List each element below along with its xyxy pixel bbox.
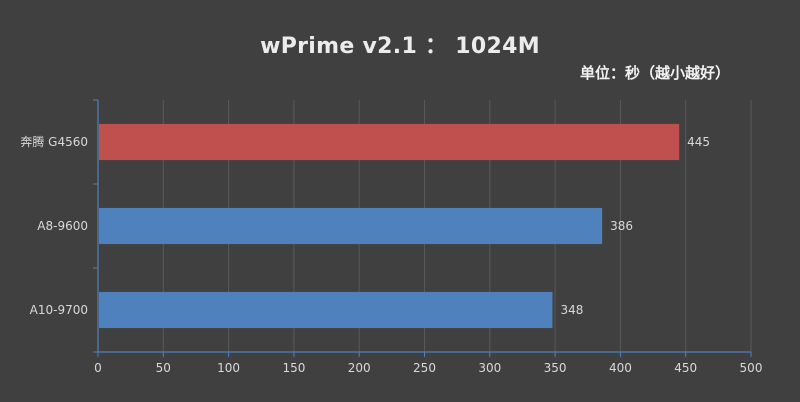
category-label-2: A10-9700 bbox=[30, 303, 88, 317]
data-label-0: 445 bbox=[687, 135, 710, 149]
x-tick-label-500: 500 bbox=[740, 361, 763, 375]
bars bbox=[99, 123, 680, 329]
x-tick-label-300: 300 bbox=[478, 361, 501, 375]
x-tick-label-250: 250 bbox=[413, 361, 436, 375]
axes bbox=[93, 99, 752, 357]
data-label-1: 386 bbox=[610, 219, 633, 233]
x-tick-label-450: 450 bbox=[674, 361, 697, 375]
x-tick-label-350: 350 bbox=[544, 361, 567, 375]
chart-subtitle: 单位：秒（越小越好） bbox=[579, 64, 730, 82]
x-tick-label-50: 50 bbox=[156, 361, 171, 375]
bar-2 bbox=[99, 291, 553, 329]
category-label-0: 奔腾 G4560 bbox=[20, 134, 88, 149]
bar-1 bbox=[99, 207, 603, 245]
bar-0 bbox=[99, 123, 680, 161]
x-tick-label-100: 100 bbox=[217, 361, 240, 375]
chart-title: wPrime v2.1 ： 1024M bbox=[260, 34, 540, 59]
x-tick-label-0: 0 bbox=[94, 361, 102, 375]
x-tick-label-150: 150 bbox=[282, 361, 305, 375]
labels: 0 50 100 150 200 250 300 350 400 450 500 奔腾 G4560 44… bbox=[20, 134, 762, 375]
x-tick-label-400: 400 bbox=[609, 361, 632, 375]
x-tick-label-200: 200 bbox=[348, 361, 371, 375]
data-label-2: 348 bbox=[560, 303, 583, 317]
category-label-1: A8-9600 bbox=[37, 219, 88, 233]
